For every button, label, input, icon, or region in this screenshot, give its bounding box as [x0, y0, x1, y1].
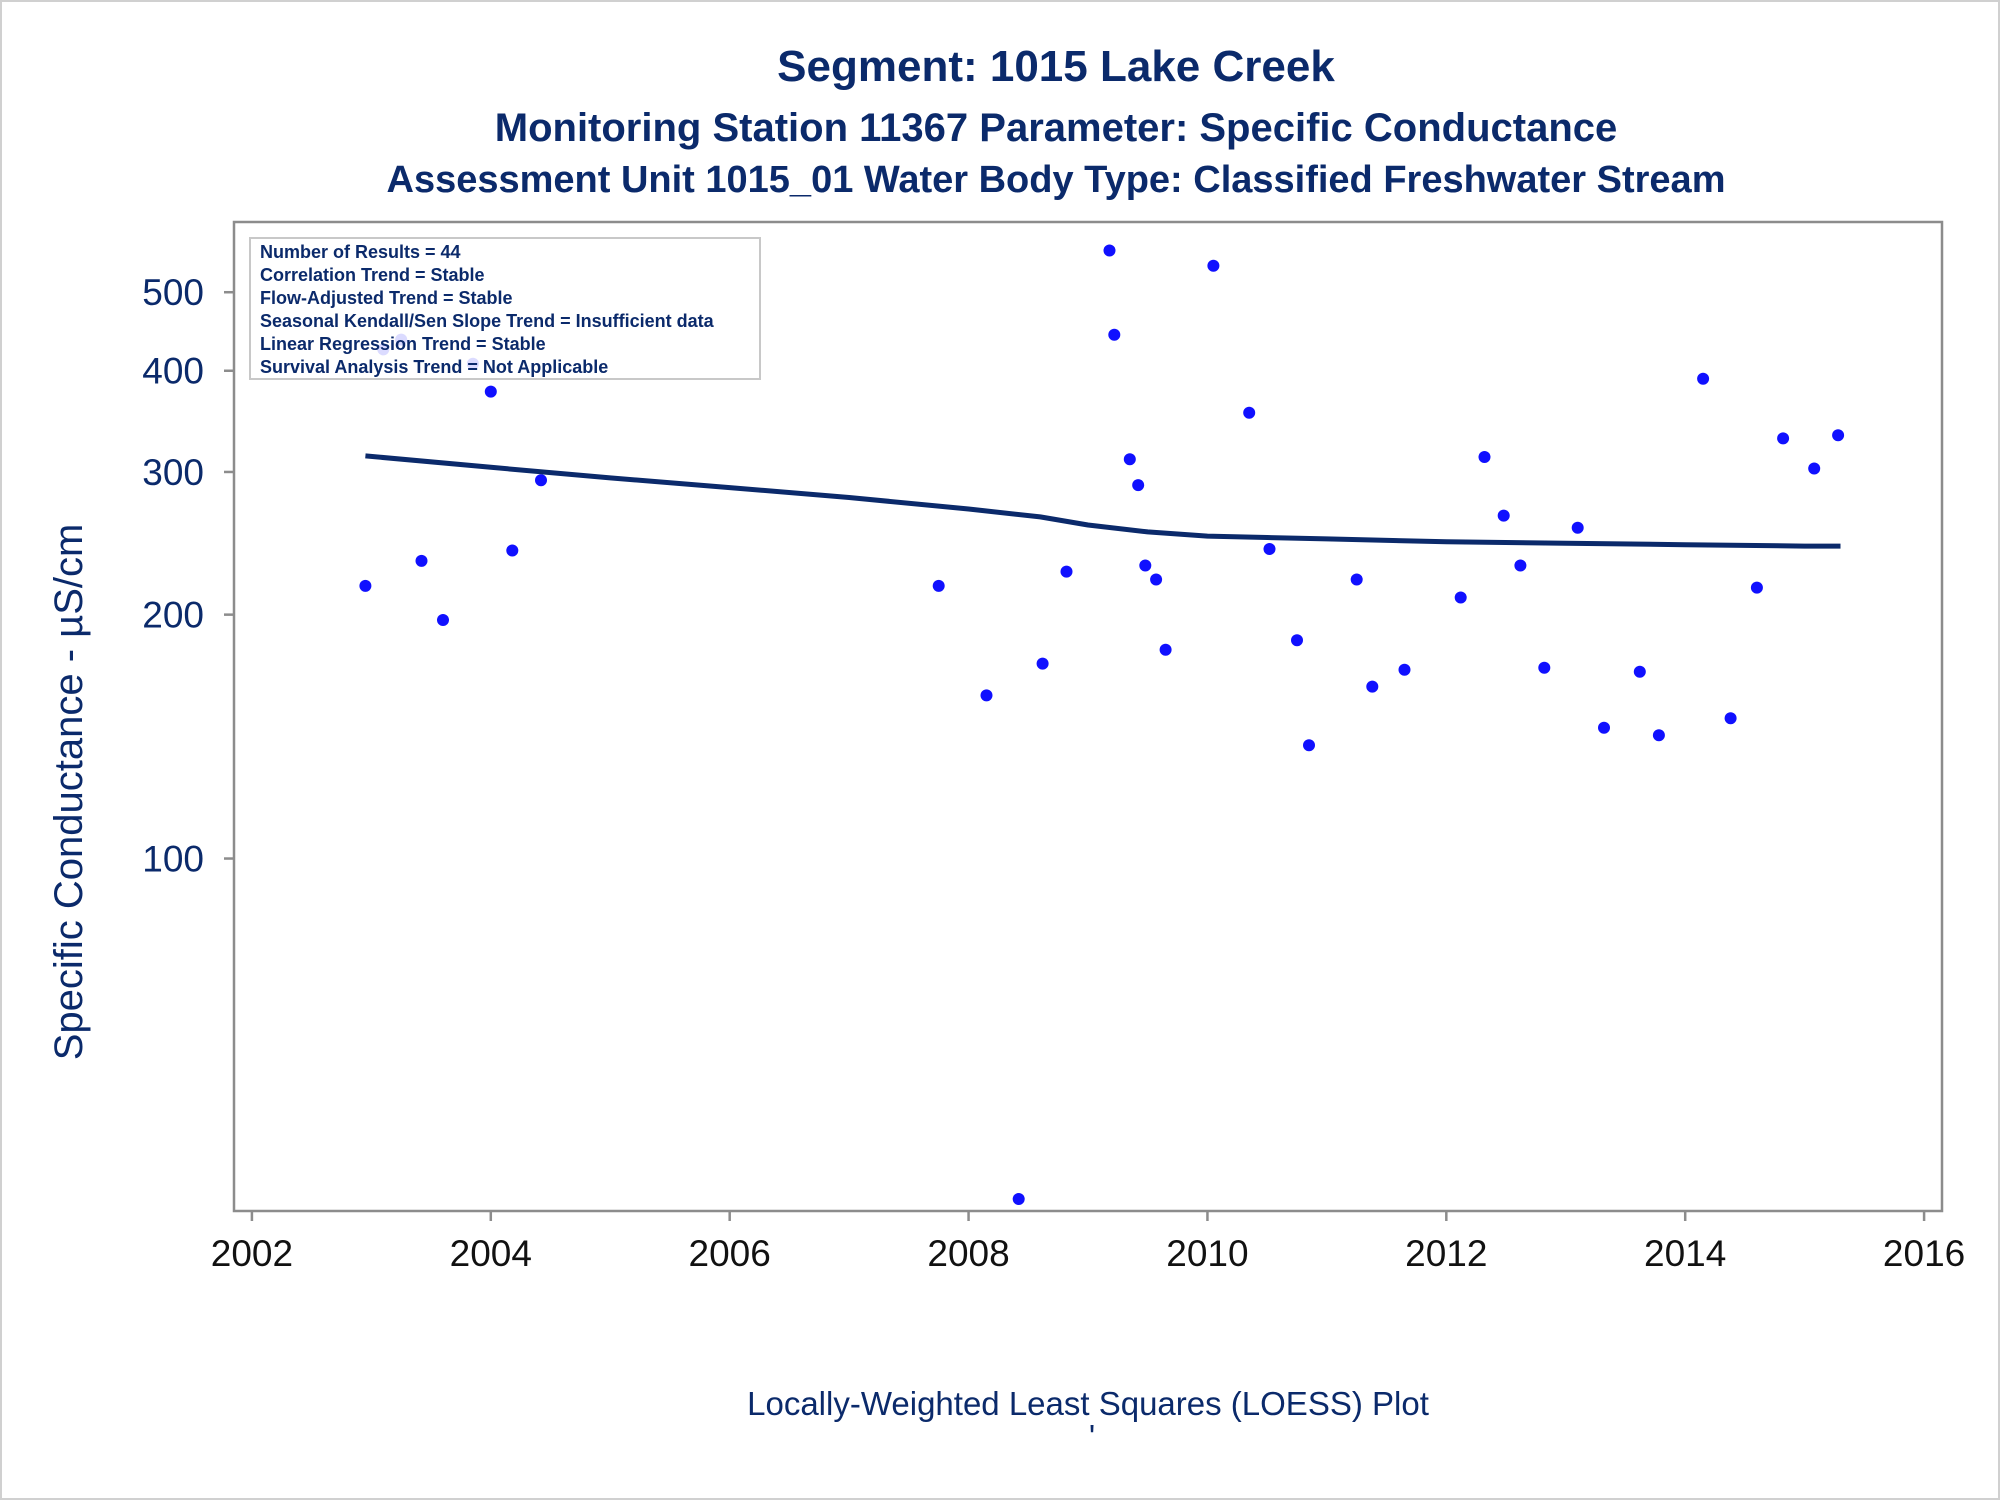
footnote-mark: '	[1089, 1418, 1095, 1455]
data-point	[1108, 328, 1121, 341]
x-tick-label: 2016	[1883, 1233, 1965, 1274]
loess-line	[365, 453, 1841, 549]
data-point	[1538, 661, 1551, 674]
data-point	[1598, 721, 1610, 734]
points-layer	[359, 244, 1845, 1205]
data-point	[1652, 729, 1665, 742]
data-point	[1123, 453, 1136, 466]
data-point	[980, 689, 993, 702]
data-point	[932, 579, 945, 592]
data-point	[1366, 680, 1379, 693]
x-tick-label: 2004	[450, 1233, 532, 1274]
data-point	[1263, 543, 1276, 555]
data-point	[1291, 634, 1303, 647]
data-point	[1750, 581, 1763, 594]
data-point	[1832, 429, 1845, 442]
x-axis: 2002 2004 2006 2008 2010 2012 2014 2016	[211, 1211, 1965, 1274]
y-tick-label: 100	[142, 839, 204, 880]
footnote: Locally-Weighted Least Squares (LOESS) P…	[747, 1385, 1429, 1422]
y-axis: 100 200 300 400 500	[142, 272, 234, 880]
x-tick-label: 2010	[1166, 1233, 1248, 1274]
info-line-flow-adjusted: Flow-Adjusted Trend = Stable	[260, 288, 513, 308]
data-point	[1633, 665, 1646, 678]
plot-area-frame	[232, 220, 1944, 1213]
info-line-seasonal-kendall: Seasonal Kendall/Sen Slope Trend = Insuf…	[260, 311, 715, 331]
data-point	[1139, 559, 1152, 572]
loess-layer	[365, 453, 1841, 549]
data-point	[1454, 591, 1467, 604]
info-line-correlation: Correlation Trend = Stable	[260, 265, 485, 285]
chart-subtitle-2: Assessment Unit 1015_01 Water Body Type:…	[387, 159, 1726, 201]
y-axis-label: Specific Conductance - µS/cm	[47, 524, 91, 1061]
data-point	[437, 614, 449, 626]
data-point	[1303, 739, 1315, 752]
data-point	[1398, 663, 1411, 676]
y-tick-label: 200	[142, 595, 204, 636]
chart-title: Segment: 1015 Lake Creek	[777, 42, 1335, 91]
chart-subtitle-1: Monitoring Station 11367 Parameter: Spec…	[495, 106, 1618, 150]
data-point	[415, 554, 428, 567]
data-point	[1497, 509, 1510, 522]
data-point	[1060, 565, 1073, 578]
data-point	[1150, 573, 1163, 586]
info-box-border	[249, 237, 761, 380]
info-box: Number of Results = 44 Correlation Trend…	[249, 237, 761, 380]
data-point	[1243, 406, 1256, 419]
data-point	[1207, 259, 1220, 272]
data-point	[1514, 559, 1527, 572]
y-tick-label: 500	[142, 272, 204, 313]
data-point	[1697, 372, 1710, 385]
x-tick-label: 2006	[689, 1233, 771, 1274]
data-point	[1724, 712, 1737, 725]
data-point	[1012, 1193, 1025, 1205]
x-tick-label: 2002	[211, 1233, 293, 1274]
data-point	[1036, 657, 1049, 670]
y-tick-label: 300	[142, 452, 204, 493]
data-point	[359, 579, 372, 592]
info-line-linear-regression: Linear Regression Trend = Stable	[260, 334, 546, 354]
info-line-survival-analysis: Survival Analysis Trend = Not Applicable	[260, 357, 608, 377]
info-line-results: Number of Results = 44	[260, 242, 461, 262]
data-point	[535, 474, 547, 487]
data-point	[1478, 451, 1491, 463]
data-point	[1350, 573, 1363, 586]
data-point	[1808, 462, 1821, 475]
data-point	[1159, 643, 1172, 656]
data-point	[506, 544, 519, 557]
x-tick-label: 2008	[927, 1233, 1009, 1274]
data-point	[1103, 244, 1116, 257]
data-point	[1571, 521, 1584, 534]
x-tick-label: 2012	[1405, 1233, 1487, 1274]
data-point	[1777, 432, 1790, 445]
x-tick-label: 2014	[1644, 1233, 1726, 1274]
data-point	[484, 385, 497, 398]
y-tick-label: 400	[142, 351, 204, 392]
data-point	[1132, 479, 1145, 492]
